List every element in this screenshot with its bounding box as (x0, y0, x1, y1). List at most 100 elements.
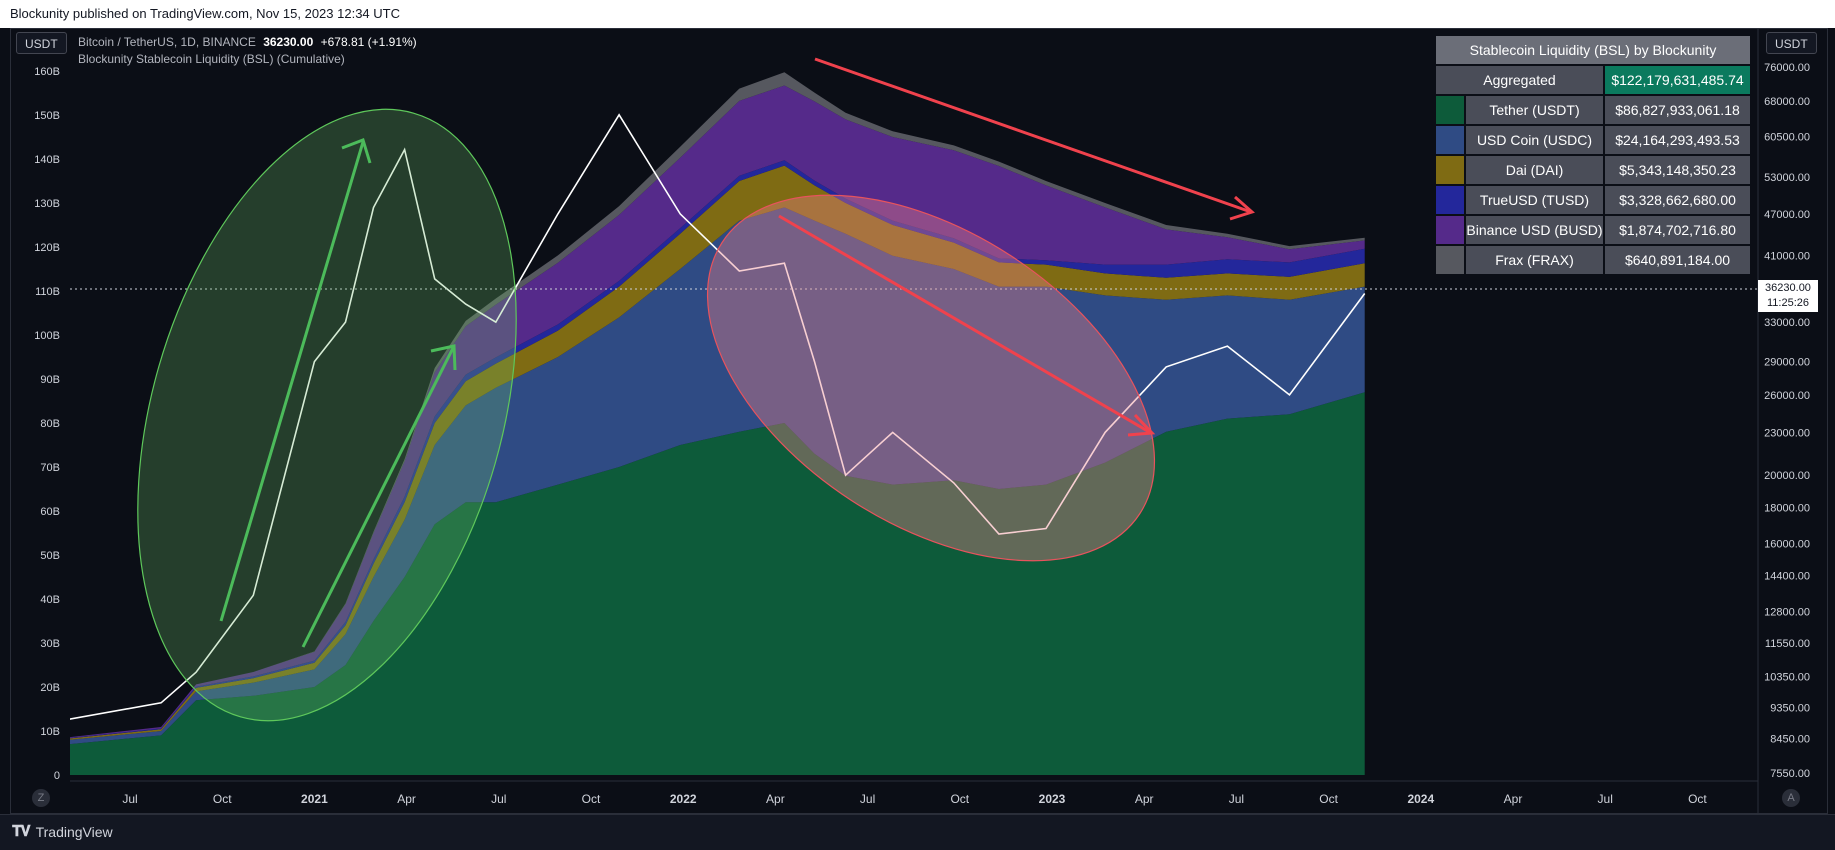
left-axis-tick: 50B (40, 550, 60, 562)
color-swatch (1436, 186, 1464, 214)
right-axis: 7550.00 8450.00 9350.00 10350.00 11550.00 128… (1764, 62, 1810, 780)
red-arrow-upper (814, 57, 1252, 214)
right-axis-tick: 11550.00 (1765, 638, 1810, 650)
symbol-name: Bitcoin / TetherUS, 1D, BINANCE (78, 35, 256, 49)
stablecoin-name: USD Coin (USDC) (1466, 126, 1603, 154)
bar-countdown: 11:25:26 (1766, 297, 1809, 309)
right-axis-tick: 14400.00 (1764, 571, 1810, 583)
time-axis-tick: 2022 (670, 792, 697, 806)
green-arrow-upper (219, 141, 365, 622)
stablecoin-value: $5,343,148,350.23 (1605, 156, 1750, 184)
symbol-line: Bitcoin / TetherUS, 1D, BINANCE 36230.00… (78, 34, 417, 51)
right-axis-tick: 41000.00 (1764, 251, 1810, 263)
annotation-group (137, 57, 1255, 722)
time-axis-tick: Jul (491, 792, 506, 806)
red-arrow-lower-head (1127, 413, 1156, 437)
red-ellipse (706, 194, 1156, 562)
left-axis: 0 10B 20B 30B 40B 50B 60B 70B 80B 90B 100B 110B 120B… (34, 66, 60, 782)
stablecoin-name: TrueUSD (TUSD) (1466, 186, 1603, 214)
table-row: TrueUSD (TUSD) $3,328,662,680.00 (1436, 186, 1750, 214)
indicator-name[interactable]: Blockunity Stablecoin Liquidity (BSL) (C… (78, 52, 345, 66)
right-axis-tick: 53000.00 (1764, 172, 1810, 184)
color-swatch (1436, 246, 1464, 274)
left-axis-tick: 120B (34, 242, 60, 254)
current-price: 36230.00 (1765, 282, 1811, 294)
area-usdt (70, 392, 1365, 775)
right-axis-tick: 33000.00 (1764, 317, 1810, 329)
right-axis-tick: 7550.00 (1770, 768, 1810, 780)
table-row: Frax (FRAX) $640,891,184.00 (1436, 246, 1750, 274)
left-axis-tick: 0 (54, 770, 60, 782)
stablecoin-value: $1,874,702,716.80 (1605, 216, 1750, 244)
area-usdc (70, 207, 1365, 745)
btc-price-line (70, 113, 1366, 720)
area-busd (70, 85, 1365, 738)
time-axis-tick: Jul (1229, 792, 1244, 806)
left-axis-tick: 140B (34, 154, 60, 166)
table-row: Tether (USDT) $86,827,933,061.18 (1436, 96, 1750, 124)
auto-scale-button[interactable]: A (1782, 789, 1800, 807)
right-axis-tick: 29000.00 (1764, 357, 1810, 369)
color-swatch (1436, 126, 1464, 154)
stablecoin-value: $86,827,933,061.18 (1605, 96, 1750, 124)
btc-line-group (70, 113, 1366, 720)
time-axis-tick: 2024 (1407, 792, 1434, 806)
right-axis-tick: 76000.00 (1764, 62, 1810, 74)
left-axis-tick: 90B (40, 374, 60, 386)
tradingview-mark-icon: 𝐓𝐕 (12, 823, 31, 840)
stablecoin-name: Tether (USDT) (1466, 96, 1603, 124)
time-axis-tick: Oct (213, 792, 232, 806)
stablecoin-name: Frax (FRAX) (1466, 246, 1603, 274)
time-axis-tick: Apr (1504, 792, 1523, 806)
right-axis-tick: 23000.00 (1764, 427, 1810, 439)
green-arrow-lower (301, 347, 455, 648)
time-axis-tick: Oct (1688, 792, 1707, 806)
time-axis-tick: Oct (582, 792, 601, 806)
color-swatch (1436, 216, 1464, 244)
time-axis-tick: Oct (950, 792, 969, 806)
stacked-area-group (70, 72, 1365, 775)
left-axis-tick: 60B (40, 506, 60, 518)
green-arrow-upper-head (341, 138, 372, 164)
price-change: +678.81 (+1.91%) (320, 35, 417, 49)
zoom-reset-button[interactable]: Z (32, 789, 50, 807)
time-axis-tick: Apr (766, 792, 785, 806)
time-axis-tick: 2023 (1039, 792, 1066, 806)
time-axis-tick: Apr (1135, 792, 1154, 806)
right-currency-button[interactable]: USDT (1766, 32, 1817, 54)
left-currency-button[interactable]: USDT (16, 32, 67, 54)
left-axis-tick: 80B (40, 418, 60, 430)
time-axis-tick: Jul (1598, 792, 1613, 806)
right-axis-tick: 16000.00 (1764, 538, 1810, 550)
table-row: USD Coin (USDC) $24,164,293,493.53 (1436, 126, 1750, 154)
right-axis-tick: 9350.00 (1770, 703, 1810, 715)
left-axis-tick: 70B (40, 462, 60, 474)
right-axis-tick: 12800.00 (1764, 607, 1810, 619)
current-price-tag: 36230.00 11:25:26 (1758, 280, 1818, 312)
left-axis-tick: 130B (34, 198, 60, 210)
chart-legend: Bitcoin / TetherUS, 1D, BINANCE 36230.00… (78, 34, 417, 68)
stablecoin-value: $640,891,184.00 (1605, 246, 1750, 274)
stablecoin-value: $3,328,662,680.00 (1605, 186, 1750, 214)
published-header: Blockunity published on TradingView.com,… (0, 0, 1835, 28)
right-axis-tick: 26000.00 (1764, 390, 1810, 402)
tradingview-logo[interactable]: 𝐓𝐕 TradingView (12, 823, 113, 840)
right-axis-tick: 60500.00 (1764, 132, 1810, 144)
table-row: Binance USD (BUSD) $1,874,702,716.80 (1436, 216, 1750, 244)
right-axis-tick: 8450.00 (1770, 734, 1810, 746)
time-axis: Jul Oct 2021 Apr Jul Oct 2022 Apr Jul Oct 2023 Apr J… (122, 792, 1707, 806)
left-axis-tick: 100B (34, 330, 60, 342)
color-swatch (1436, 156, 1464, 184)
time-axis-tick: Jul (860, 792, 875, 806)
right-axis-tick: 18000.00 (1764, 502, 1810, 514)
right-axis-tick: 20000.00 (1764, 470, 1810, 482)
red-arrow-upper-head (1229, 195, 1255, 221)
table-title: Stablecoin Liquidity (BSL) by Blockunity (1436, 36, 1750, 64)
tradingview-brand: TradingView (35, 823, 113, 840)
stablecoin-name: Binance USD (BUSD) (1466, 216, 1603, 244)
left-axis-tick: 30B (40, 638, 60, 650)
liquidity-table: Stablecoin Liquidity (BSL) by Blockunity… (1436, 36, 1750, 276)
right-axis-tick: 47000.00 (1764, 209, 1810, 221)
table-row: Dai (DAI) $5,343,148,350.23 (1436, 156, 1750, 184)
